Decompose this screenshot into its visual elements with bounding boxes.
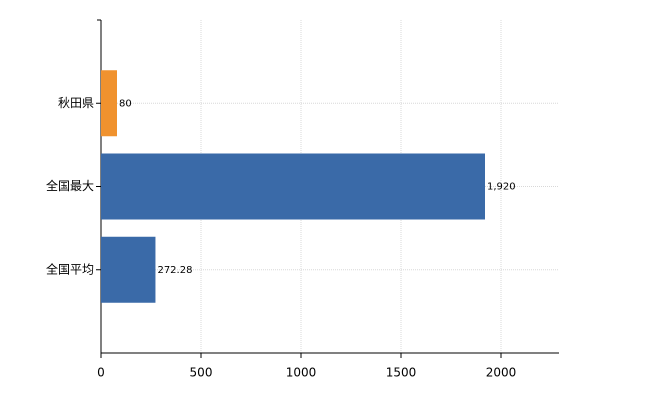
- x-tick-label: 0: [97, 366, 105, 380]
- bar: [101, 236, 156, 303]
- y-tick-label: 全国平均: [46, 261, 94, 276]
- bar: [101, 70, 117, 137]
- value-label: 1,920: [487, 182, 516, 193]
- y-tick-label: 全国最大: [46, 178, 94, 193]
- x-tick-label: 1500: [386, 366, 417, 380]
- x-tick-label: 1000: [286, 366, 317, 380]
- bar: [101, 153, 485, 220]
- value-label: 80: [119, 98, 132, 109]
- value-label: 272.28: [157, 265, 192, 276]
- y-tick-label: 秋田県: [58, 96, 94, 110]
- x-tick-label: 2000: [486, 366, 517, 380]
- x-tick-label: 500: [190, 366, 213, 380]
